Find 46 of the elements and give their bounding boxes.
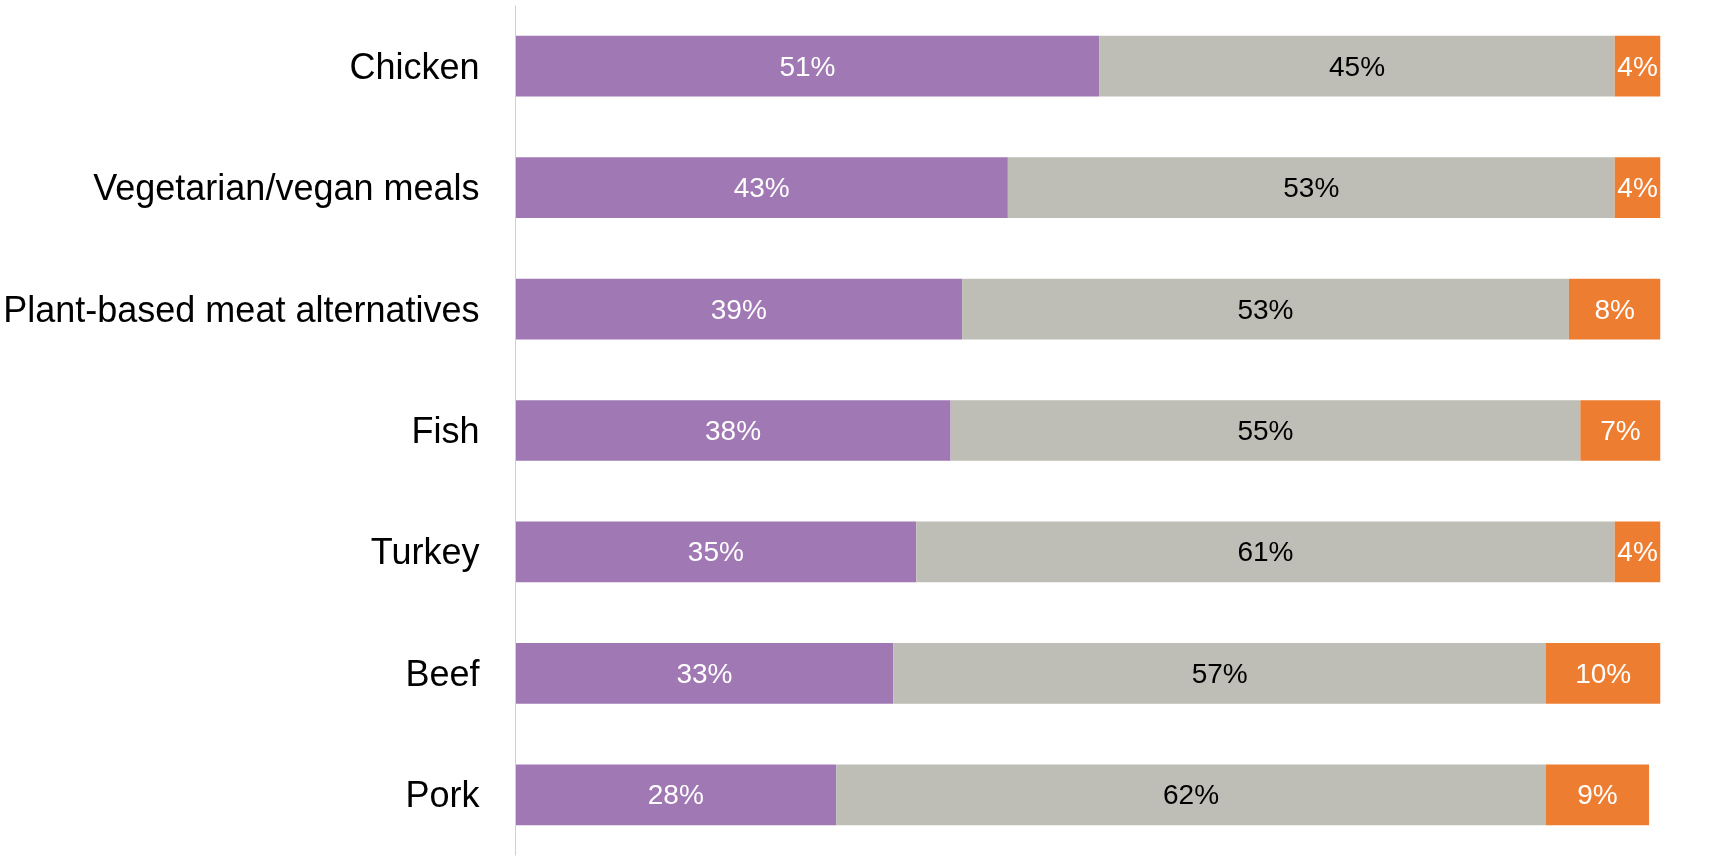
data-label: 4% <box>1617 50 1658 82</box>
data-label: 33% <box>676 657 733 689</box>
bar <box>962 278 1569 340</box>
data-label: 45% <box>1329 50 1386 82</box>
data-label: 8% <box>1594 293 1635 325</box>
y-tick-label: Vegetarian/vegan meals <box>93 167 480 209</box>
data-label: 39% <box>710 293 767 325</box>
bar <box>515 764 837 826</box>
data-label: 7% <box>1600 415 1641 446</box>
bar <box>950 400 1581 461</box>
bar <box>1580 400 1661 461</box>
bar <box>1099 35 1615 97</box>
bar <box>515 278 963 340</box>
y-tick-label: Beef <box>405 652 481 694</box>
y-tick-label: Pork <box>405 774 481 816</box>
bar <box>515 643 894 704</box>
bar <box>1007 157 1615 218</box>
y-tick-label: Chicken <box>349 45 480 87</box>
data-label: 35% <box>687 536 744 568</box>
data-label: 55% <box>1237 415 1294 446</box>
bar <box>515 400 951 461</box>
y-tick-label: Fish <box>411 410 480 451</box>
data-label: 9% <box>1577 779 1618 811</box>
bar <box>893 643 1546 704</box>
data-label: 10% <box>1575 657 1632 689</box>
data-label: 53% <box>1237 293 1294 325</box>
data-label: 28% <box>647 779 704 811</box>
bar <box>1546 643 1661 704</box>
data-label: 38% <box>705 415 762 446</box>
y-tick-label: Turkey <box>370 531 480 573</box>
data-label: 43% <box>733 172 790 204</box>
data-label: 61% <box>1237 536 1294 568</box>
y-tick-label: Plant-based meat alternatives <box>3 288 480 330</box>
data-label: 57% <box>1191 657 1248 689</box>
data-label: 4% <box>1617 536 1658 568</box>
data-label: 53% <box>1283 172 1340 204</box>
bar <box>515 35 1100 97</box>
bar <box>515 157 1008 218</box>
data-label: 51% <box>779 50 836 82</box>
data-label: 4% <box>1617 172 1658 204</box>
bar <box>1568 278 1661 340</box>
bar <box>836 764 1546 826</box>
bar <box>916 521 1615 583</box>
bar <box>1546 764 1650 826</box>
bar <box>515 521 917 583</box>
data-label: 62% <box>1163 779 1220 811</box>
